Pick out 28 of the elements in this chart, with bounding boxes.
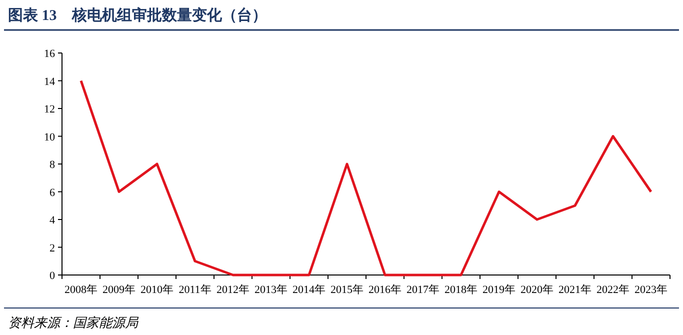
x-tick-label: 2018年 bbox=[444, 284, 478, 296]
line-series bbox=[80, 80, 652, 276]
x-tick-label: 2012年 bbox=[216, 284, 250, 296]
x-tick-label: 2013年 bbox=[254, 284, 288, 296]
x-tick-label: 2021年 bbox=[558, 284, 592, 296]
x-tick-label: 2008年 bbox=[64, 284, 98, 296]
x-tick-label: 2014年 bbox=[292, 284, 326, 296]
x-tick-label: 2019年 bbox=[482, 284, 516, 296]
y-tick-label: 12 bbox=[44, 104, 55, 116]
y-tick-label: 14 bbox=[44, 76, 56, 88]
x-tick-label: 2022年 bbox=[596, 284, 630, 296]
y-tick-label: 8 bbox=[50, 159, 56, 171]
y-tick-label: 10 bbox=[44, 131, 56, 144]
y-tick-label: 2 bbox=[50, 242, 55, 254]
x-tick-label: 2010年 bbox=[140, 284, 174, 296]
y-tick-label: 4 bbox=[50, 214, 56, 226]
chart-title: 图表 13 核电机组审批数量变化（台） bbox=[8, 6, 267, 24]
text: 资料来源：国家能源局 bbox=[8, 315, 139, 330]
x-tick-label: 2020年 bbox=[520, 284, 554, 296]
x-tick-label: 2023年 bbox=[634, 284, 668, 296]
x-tick-label: 2009年 bbox=[102, 284, 136, 296]
x-tick-label: 2011年 bbox=[178, 284, 212, 296]
x-tick-label: 2015年 bbox=[330, 284, 364, 296]
x-tick-label: 2017年 bbox=[406, 284, 440, 296]
x-tick-label: 2016年 bbox=[368, 284, 402, 296]
y-tick-label: 16 bbox=[44, 48, 56, 60]
y-tick-label: 6 bbox=[50, 186, 56, 199]
y-tick-label: 0 bbox=[50, 270, 56, 282]
